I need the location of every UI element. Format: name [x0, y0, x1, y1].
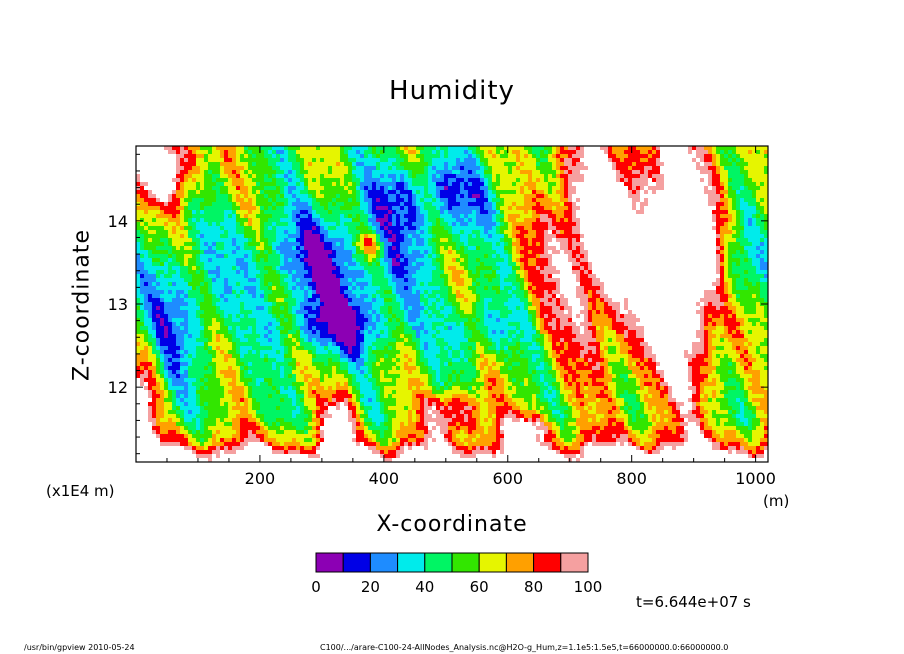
- colorbar-swatch: [342, 552, 371, 573]
- x-tick-label: 400: [369, 469, 400, 488]
- colorbar-swatch: [369, 552, 399, 573]
- x-tick-label: 800: [616, 469, 647, 488]
- colorbar-swatch: [505, 552, 535, 573]
- colorbar-swatch: [424, 552, 453, 573]
- x-tick-label: 600: [492, 469, 523, 488]
- colorbar-tick-label: 60: [470, 578, 489, 596]
- colorbar-swatch: [560, 552, 589, 573]
- y-tick-label: 13: [108, 295, 128, 314]
- colorbar-swatch: [315, 552, 344, 573]
- x-tick-label: 1000: [735, 469, 776, 488]
- y-tick-label: 12: [108, 378, 128, 397]
- colorbar-tick-label: 40: [415, 578, 434, 596]
- x-tick-label: 200: [245, 469, 276, 488]
- footer-source-path: C100/.../arare-C100-24-AllNodes_Analysis…: [320, 643, 729, 652]
- colorbar-tick-label: 80: [524, 578, 543, 596]
- colorbar-swatch: [478, 552, 507, 573]
- colorbar-tick-label: 20: [361, 578, 380, 596]
- y-axis-label: Z-coordinate: [69, 229, 95, 381]
- x-axis-ticks: 200 400 600 800 1000: [166, 146, 776, 488]
- chart-title: Humidity: [389, 76, 515, 106]
- footer-command: /usr/bin/gpview 2010-05-24: [24, 643, 135, 652]
- colorbar-swatch: [397, 552, 426, 573]
- x-axis-label: X-coordinate: [376, 512, 528, 537]
- x-axis-scale-note: (x1E4 m): [46, 482, 115, 500]
- y-axis-ticks: 12 13 14: [108, 153, 768, 455]
- x-axis-unit: (m): [763, 492, 790, 510]
- colorbar-tick-label: 0: [311, 578, 321, 596]
- time-label: t=6.644e+07 s: [636, 593, 751, 611]
- y-tick-label: 14: [108, 212, 128, 231]
- colorbar-swatch: [533, 552, 562, 573]
- humidity-heatmap: [136, 146, 768, 462]
- colorbar-tick-label: 100: [574, 578, 603, 596]
- colorbar-swatch: [451, 552, 480, 573]
- colorbar: 0 20 40 60 80 100: [311, 552, 603, 596]
